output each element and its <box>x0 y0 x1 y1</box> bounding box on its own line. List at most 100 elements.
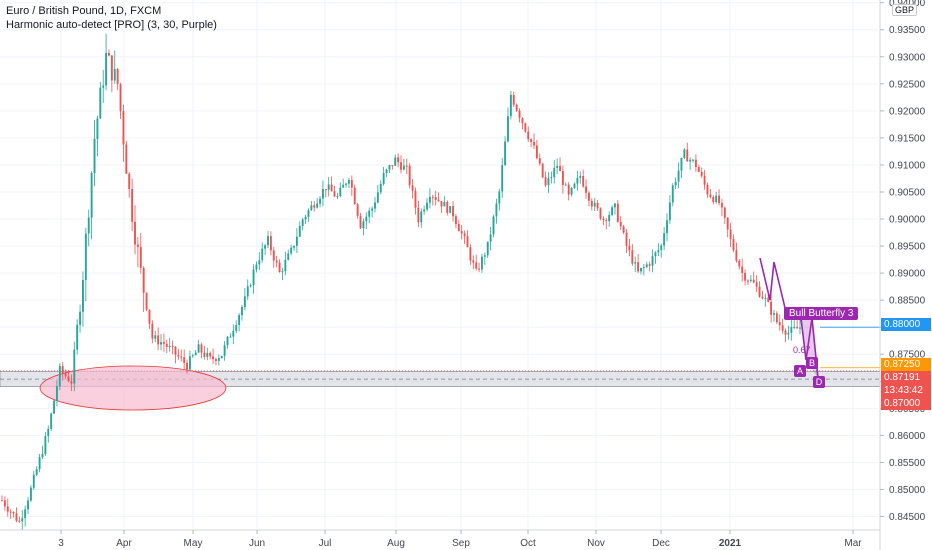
candle-body <box>119 83 122 112</box>
support-price-tag: 0.87000 <box>881 397 931 410</box>
candle-body <box>749 279 752 281</box>
candle-body <box>660 245 663 251</box>
candle-body <box>21 518 24 522</box>
candle-body <box>509 94 512 117</box>
candle-body <box>489 234 492 242</box>
chart-legend[interactable]: Euro / British Pound, 1D, FXCM Harmonic … <box>6 4 217 32</box>
candle-body <box>188 356 191 370</box>
candle-body <box>394 157 397 166</box>
candle-body <box>741 266 744 273</box>
candle-body <box>90 173 93 218</box>
candle-body <box>374 202 376 209</box>
candle-body <box>12 511 15 514</box>
candle-body <box>718 195 720 204</box>
candle-body <box>84 233 87 281</box>
candle-body <box>703 175 706 185</box>
candle-body <box>515 104 518 111</box>
candle-body <box>290 247 293 254</box>
candle-body <box>391 165 394 167</box>
candle-body <box>533 141 535 146</box>
time-axis-ticks: 3 Apr May Jun Jul Aug Sep Oct Nov Dec 2021 Mar <box>58 530 862 549</box>
candle-body <box>781 325 784 331</box>
candle-body <box>180 356 183 358</box>
y-tick-label: 0.90500 <box>889 187 926 198</box>
candle-body <box>457 224 460 232</box>
candle-body <box>524 123 527 132</box>
candle-body <box>616 203 619 222</box>
y-tick-label: 0.93000 <box>889 52 926 63</box>
candle-body <box>229 336 232 338</box>
y-tick-label: 0.85500 <box>889 458 926 469</box>
candle-body <box>9 511 12 513</box>
candle-body <box>238 315 241 326</box>
pattern-name-label[interactable]: Bull Butterfly 3 <box>784 307 859 320</box>
candle-body <box>269 236 272 251</box>
candle-body <box>683 149 686 159</box>
candle-body <box>593 202 596 207</box>
candle-body <box>319 198 321 204</box>
candle-body <box>605 220 608 222</box>
candle-body <box>79 311 82 325</box>
candle-body <box>3 500 6 507</box>
x-tick-label: Oct <box>520 538 536 549</box>
candle-body <box>431 196 434 198</box>
candle-body <box>209 352 212 357</box>
candle-body <box>637 262 640 272</box>
candle-body <box>32 474 35 488</box>
y-tick-label: 0.88500 <box>889 296 926 307</box>
candle-body <box>134 221 136 245</box>
candle-body <box>333 191 336 197</box>
candle-body <box>226 336 229 346</box>
candle-body <box>521 118 524 124</box>
candle-body <box>567 184 570 195</box>
currency-badge[interactable]: GBP <box>892 4 918 16</box>
candle-body <box>27 500 29 510</box>
y-tick-label: 0.86000 <box>889 431 926 442</box>
candles-layer <box>1 33 801 530</box>
candle-body <box>64 373 67 377</box>
candle-body <box>550 177 553 179</box>
candle-body <box>362 221 365 229</box>
candle-body <box>183 357 186 363</box>
candle-body <box>397 157 400 163</box>
candle-body <box>720 203 723 208</box>
candle-body <box>165 343 168 347</box>
candle-body <box>504 141 507 166</box>
indicator-title[interactable]: Harmonic auto-detect [PRO] (3, 30, Purpl… <box>6 19 217 31</box>
candle-body <box>24 509 27 519</box>
candle-body <box>264 245 267 249</box>
candle-body <box>217 358 220 361</box>
candle-body <box>726 217 729 230</box>
candle-body <box>761 296 764 299</box>
candle-body <box>507 116 509 142</box>
candle-body <box>697 166 700 172</box>
candle-body <box>379 183 382 193</box>
candle-body <box>157 335 160 345</box>
candle-body <box>348 180 350 184</box>
x-tick-label: Mar <box>844 538 862 549</box>
point-label-a: A <box>794 365 806 377</box>
candle-body <box>790 327 793 333</box>
candle-body <box>437 199 440 202</box>
candle-body <box>767 297 770 302</box>
candle-body <box>203 352 206 357</box>
candle-body <box>454 216 457 225</box>
candle-body <box>518 110 521 119</box>
candle-body <box>478 268 481 270</box>
candle-body <box>680 158 683 171</box>
candle-body <box>770 301 773 315</box>
candle-body <box>428 196 431 203</box>
candle-body <box>492 216 495 235</box>
symbol-title[interactable]: Euro / British Pound, 1D, FXCM <box>6 5 162 17</box>
candle-body <box>151 323 154 339</box>
highlight-ellipse <box>39 365 227 411</box>
candle-body <box>561 171 564 186</box>
grid-lines <box>0 0 878 530</box>
candle-body <box>614 203 616 208</box>
candle-body <box>486 241 489 256</box>
y-tick-label: 0.92000 <box>889 106 926 117</box>
candle-body <box>411 185 414 191</box>
candle-body <box>55 386 58 401</box>
ratio-label: 0.67 <box>793 345 811 355</box>
